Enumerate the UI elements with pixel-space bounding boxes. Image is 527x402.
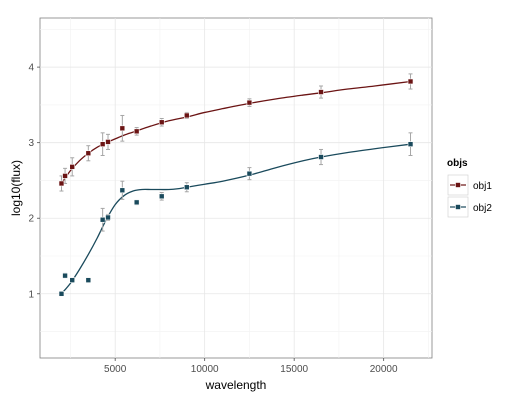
point-obj2 xyxy=(105,214,111,221)
point-obj1 xyxy=(85,150,92,157)
point-obj2 xyxy=(183,184,190,191)
point-obj2 xyxy=(246,170,253,177)
legend-label-obj1: obj1 xyxy=(473,181,492,192)
x-tick-label: 5000 xyxy=(104,364,127,375)
plot-panel xyxy=(39,17,433,359)
legend-label-obj2: obj2 xyxy=(473,203,492,214)
grid-minor xyxy=(40,18,432,358)
point-obj2 xyxy=(407,141,414,147)
point-obj1 xyxy=(318,89,324,95)
point-obj1 xyxy=(99,141,106,147)
x-tick-label: 10000 xyxy=(191,364,219,375)
legend: objs obj1 obj2 xyxy=(447,158,492,218)
point-obj2 xyxy=(133,199,140,206)
x-tick-label: 20000 xyxy=(370,364,398,375)
legend-title: objs xyxy=(447,158,468,169)
point-obj2 xyxy=(69,277,76,283)
x-axis: 5000 10000 15000 20000 xyxy=(104,358,398,375)
y-tick-label: 2 xyxy=(28,214,34,225)
point-obj1 xyxy=(62,173,68,179)
point-obj1 xyxy=(58,180,65,187)
point-obj2 xyxy=(119,187,126,194)
series-line-obj2 xyxy=(60,143,411,295)
point-obj2 xyxy=(318,154,324,160)
legend-marker-obj2 xyxy=(455,204,461,210)
point-obj1 xyxy=(158,119,165,126)
point-obj1 xyxy=(119,125,126,132)
legend-marker-obj1 xyxy=(455,182,461,188)
grid-major xyxy=(40,18,432,358)
point-obj1 xyxy=(105,139,111,145)
y-tick-label: 1 xyxy=(28,289,34,300)
y-tick-label: 3 xyxy=(28,138,34,149)
y-axis-title: log10(flux) xyxy=(9,160,23,216)
point-obj2 xyxy=(158,193,165,200)
point-obj2 xyxy=(62,272,68,279)
point-obj1 xyxy=(246,99,253,106)
point-obj1 xyxy=(407,78,414,85)
legend-item-obj2: obj2 xyxy=(447,196,492,218)
point-obj2 xyxy=(85,277,92,283)
point-obj1 xyxy=(183,112,190,119)
point-obj1 xyxy=(69,164,76,170)
x-tick-label: 15000 xyxy=(280,364,308,375)
data-points xyxy=(58,78,414,297)
point-obj2 xyxy=(58,290,65,297)
legend-item-obj1: obj1 xyxy=(447,174,492,196)
point-obj2 xyxy=(99,216,106,223)
x-axis-title: wavelength xyxy=(205,378,267,392)
y-axis: 1 2 3 4 xyxy=(28,63,40,300)
point-obj1 xyxy=(133,128,140,135)
y-tick-label: 4 xyxy=(28,63,34,74)
